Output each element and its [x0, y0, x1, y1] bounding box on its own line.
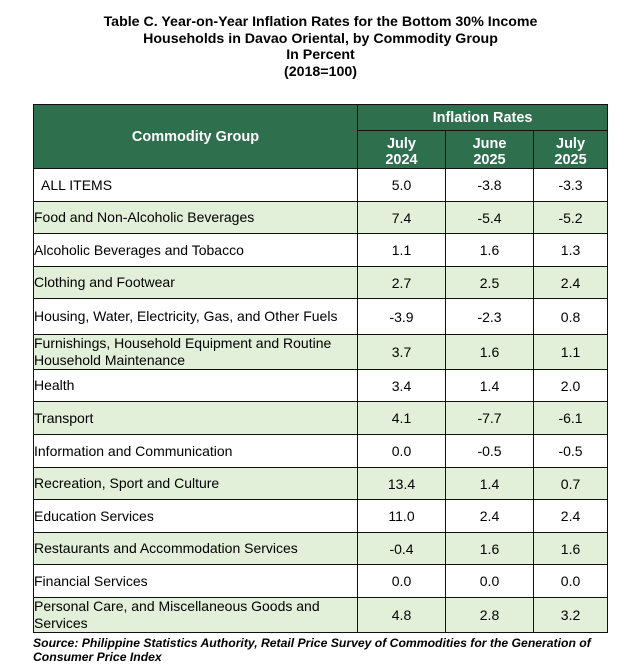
commodity-name: Transport: [33, 401, 358, 435]
rate-value: -0.5: [532, 434, 609, 468]
commodity-name: Housing, Water, Electricity, Gas, and Ot…: [33, 298, 358, 335]
table-row: ALL ITEMS 5.0 -3.8 -3.3: [33, 168, 609, 202]
table-row: Furnishings, Household Equipment and Rou…: [33, 334, 609, 370]
commodity-name: Food and Non-Alcoholic Beverages: [33, 201, 358, 234]
rate-value: 2.8: [445, 597, 534, 633]
table-row: Housing, Water, Electricity, Gas, and Ot…: [33, 298, 609, 335]
rate-value: 2.4: [532, 499, 609, 533]
table-row: Personal Care, and Miscellaneous Goods a…: [33, 597, 609, 633]
title-line-1: Table C. Year-on-Year Inflation Rates fo…: [103, 14, 538, 30]
commodity-name: Education Services: [33, 499, 358, 533]
rate-value: 2.7: [357, 266, 446, 299]
period-header-1: July 2024: [357, 130, 446, 169]
rate-value: 3.4: [357, 369, 446, 402]
rate-value: 0.0: [357, 564, 446, 598]
rate-value: 1.6: [445, 334, 534, 370]
table-row: Education Services 11.0 2.4 2.4: [33, 499, 609, 533]
rate-value: -3.9: [357, 298, 446, 335]
rate-value: -3.3: [532, 168, 609, 202]
rate-value: 5.0: [357, 168, 446, 202]
rate-value: 11.0: [357, 499, 446, 533]
table-row: Transport 4.1 -7.7 -6.1: [33, 401, 609, 435]
commodity-name: Personal Care, and Miscellaneous Goods a…: [33, 597, 358, 633]
rate-value: 0.0: [357, 434, 446, 468]
title-line-2: Households in Davao Oriental, by Commodi…: [143, 30, 498, 47]
table-row: Recreation, Sport and Culture 13.4 1.4 0.7: [33, 467, 609, 500]
rate-value: -5.2: [532, 201, 609, 234]
source-note: Source: Philippine Statistics Authority,…: [33, 636, 591, 664]
table-row: Financial Services 0.0 0.0 0.0: [33, 564, 609, 598]
rate-value: -5.4: [445, 201, 534, 234]
rate-value: 1.6: [445, 233, 534, 267]
commodity-name: ALL ITEMS: [33, 168, 358, 202]
rate-value: 2.5: [445, 266, 534, 299]
table-row: Restaurants and Accommodation Services -0…: [33, 532, 609, 565]
rate-value: 0.8: [532, 298, 609, 335]
rate-value: 2.4: [532, 266, 609, 299]
table-row: Clothing and Footwear 2.7 2.5 2.4: [33, 266, 609, 299]
rate-value: -3.8: [445, 168, 534, 202]
commodity-name: Financial Services: [33, 564, 358, 598]
period-header-2: June 2025: [445, 130, 534, 169]
table-title: Table C. Year-on-Year Inflation Rates fo…: [0, 14, 641, 80]
rate-value: -7.7: [445, 401, 534, 435]
rate-value: 0.0: [445, 564, 534, 598]
inflation-table: Commodity Group Inflation Rates July 2024…: [33, 104, 609, 633]
rate-value: 1.4: [445, 467, 534, 500]
commodity-name: Furnishings, Household Equipment and Rou…: [33, 334, 358, 370]
rate-value: 1.1: [357, 233, 446, 267]
rate-value: 1.4: [445, 369, 534, 402]
commodity-name: Health: [33, 369, 358, 402]
rate-value: 13.4: [357, 467, 446, 500]
commodity-name: Recreation, Sport and Culture: [33, 467, 358, 500]
rate-value: -0.4: [357, 532, 446, 565]
title-line-4: (2018=100): [284, 63, 357, 80]
commodity-group-header: Commodity Group: [33, 104, 358, 169]
rate-value: 0.7: [532, 467, 609, 500]
rate-value: 2.0: [532, 369, 609, 402]
rate-value: 4.8: [357, 597, 446, 633]
rate-value: 2.4: [445, 499, 534, 533]
commodity-name: Information and Communication: [33, 434, 358, 468]
rate-value: -0.5: [445, 434, 534, 468]
rate-value: 1.6: [532, 532, 609, 565]
rate-value: 3.2: [532, 597, 609, 633]
rate-value: 7.4: [357, 201, 446, 234]
rate-value: 1.6: [445, 532, 534, 565]
rate-value: -2.3: [445, 298, 534, 335]
inflation-rates-header: Inflation Rates: [356, 104, 609, 131]
table-row: Health 3.4 1.4 2.0: [33, 369, 609, 402]
period-header-3: July 2025: [532, 130, 609, 169]
table-row: Alcoholic Beverages and Tobacco 1.1 1.6 1.3: [33, 233, 609, 267]
rate-value: -6.1: [532, 401, 609, 435]
rate-value: 1.3: [532, 233, 609, 267]
table-row: Information and Communication 0.0 -0.5 -0.5: [33, 434, 609, 468]
rate-value: 1.1: [532, 334, 609, 370]
title-line-3: In Percent: [286, 47, 355, 64]
table-row: Food and Non-Alcoholic Beverages 7.4 -5.4-…: [33, 201, 609, 234]
rate-value: 3.7: [357, 334, 446, 370]
commodity-name: Restaurants and Accommodation Services: [33, 532, 358, 565]
commodity-name: Alcoholic Beverages and Tobacco: [33, 233, 358, 267]
rate-value: 0.0: [532, 564, 609, 598]
commodity-name: Clothing and Footwear: [33, 266, 358, 299]
rate-value: 4.1: [357, 401, 446, 435]
